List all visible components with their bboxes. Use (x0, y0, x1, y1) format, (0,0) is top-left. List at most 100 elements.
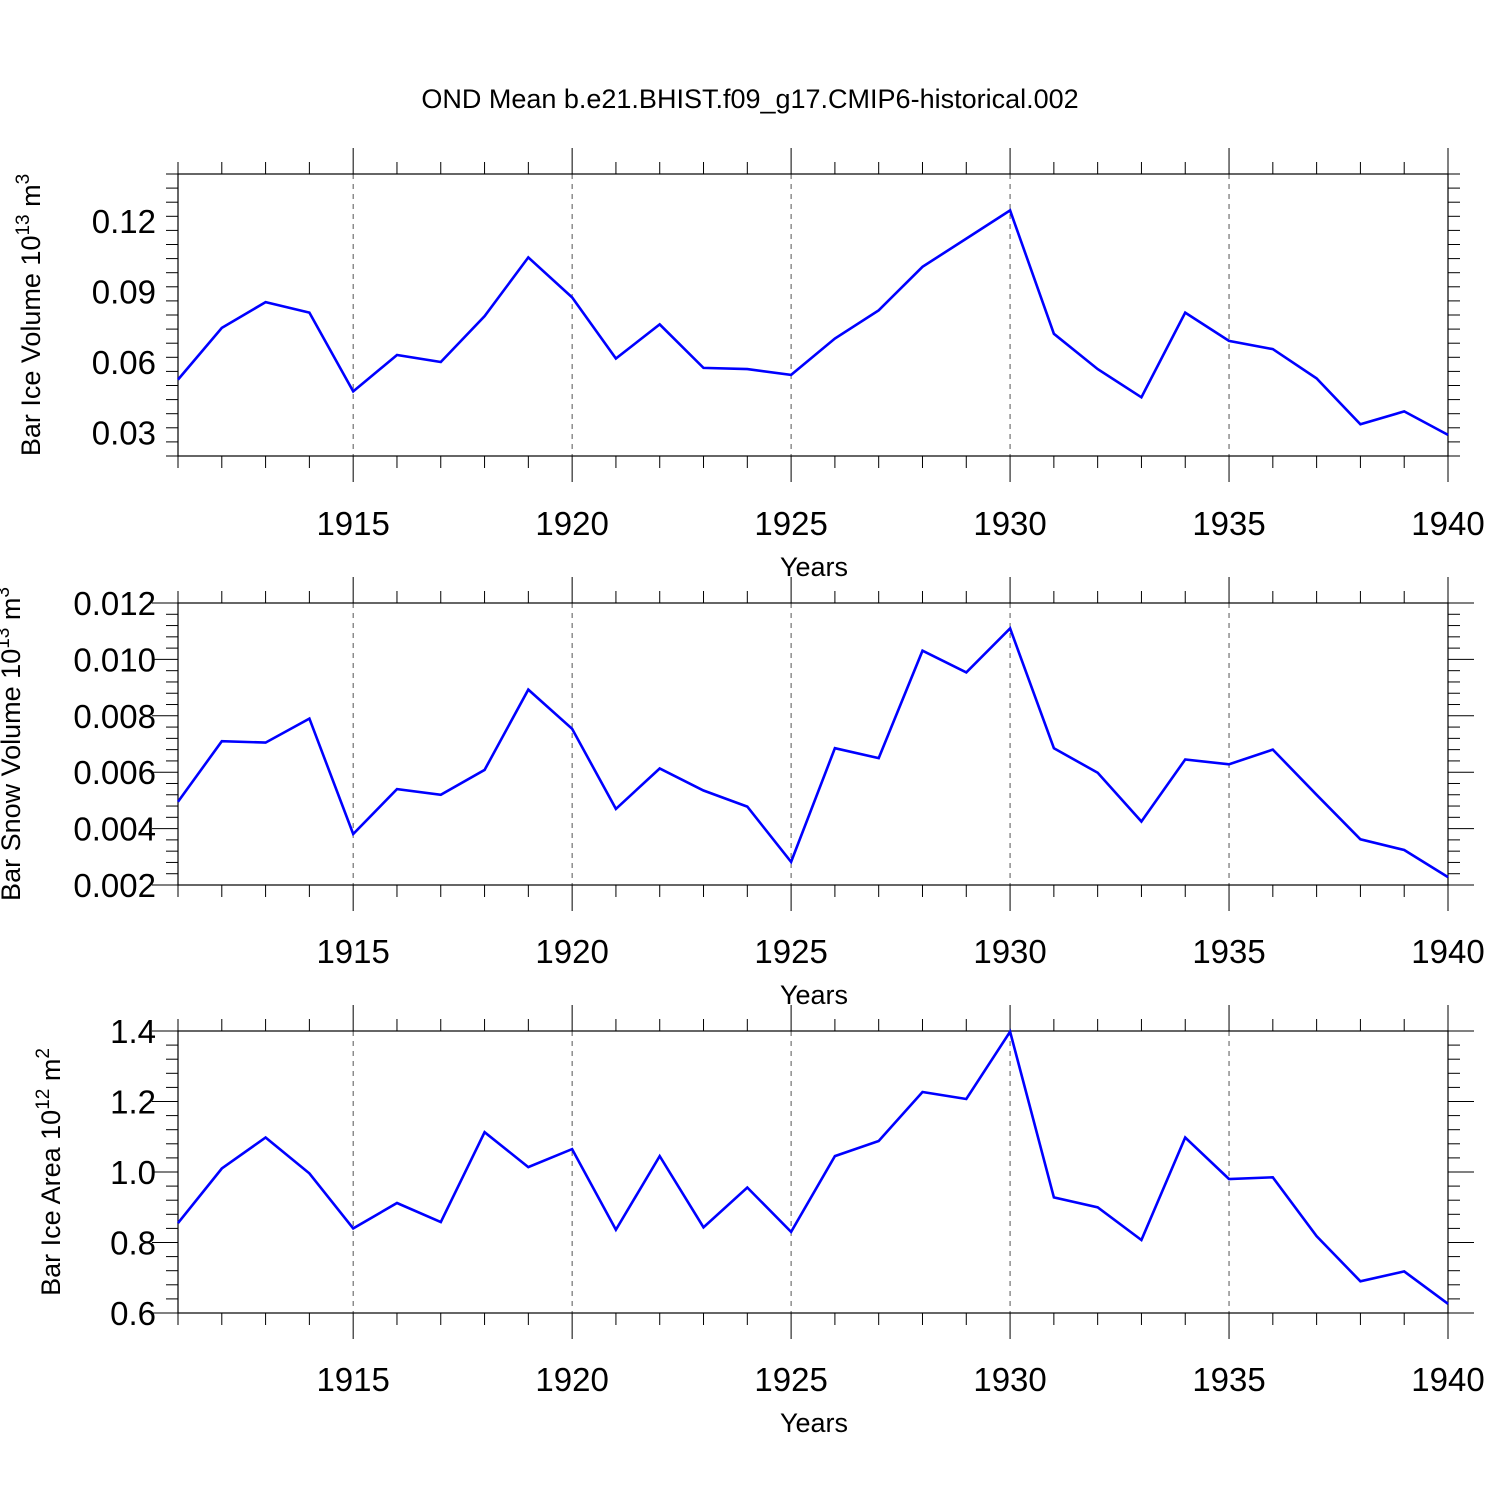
data-point (570, 1147, 574, 1151)
data-point (439, 1220, 443, 1224)
data-point (264, 1135, 268, 1139)
data-point (1183, 1135, 1187, 1139)
y-tick-label: 0.006 (73, 754, 156, 791)
data-point (307, 1171, 311, 1175)
data-point (1315, 793, 1319, 797)
x-tick-label: 1915 (316, 1361, 389, 1398)
data-point (964, 670, 968, 674)
data-point (570, 295, 574, 299)
x-tick-label: 1935 (1192, 1361, 1265, 1398)
y-tick-label: 1.2 (110, 1084, 156, 1121)
x-tick-label: 1935 (1192, 933, 1265, 970)
x-tick-label: 1940 (1411, 1361, 1484, 1398)
data-point (483, 768, 487, 772)
data-point (1446, 433, 1450, 437)
data-point (1358, 422, 1362, 426)
y-tick-label: 0.004 (73, 811, 156, 848)
data-point (658, 1154, 662, 1158)
data-point (614, 807, 618, 811)
data-point (1052, 746, 1056, 750)
data-point (526, 1165, 530, 1169)
data-point (176, 1221, 180, 1225)
data-point (395, 1201, 399, 1205)
data-point (220, 739, 224, 743)
data-point (570, 727, 574, 731)
data-point (877, 308, 881, 312)
x-axis-title: Years (780, 980, 848, 1010)
data-point (658, 767, 662, 771)
y-axis-title: Bar Ice Volume 1013 m3 (13, 174, 46, 456)
data-point (1139, 820, 1143, 824)
x-axis-title: Years (780, 1408, 848, 1438)
data-point (1096, 771, 1100, 775)
data-point (877, 1139, 881, 1143)
data-point (920, 265, 924, 269)
data-point (745, 367, 749, 371)
plot-frame (177, 602, 1449, 886)
series-line (177, 208, 1449, 437)
x-tick-label: 1920 (535, 1361, 608, 1398)
data-point (1315, 1234, 1319, 1238)
y-axis-title: Bar Ice Area 1012 m2 (33, 1048, 66, 1296)
y-tick-label: 1.0 (110, 1154, 156, 1191)
data-point (1183, 758, 1187, 762)
data-point (1227, 339, 1231, 343)
data-point (614, 356, 618, 360)
x-tick-label: 1930 (973, 933, 1046, 970)
data-point (1008, 1030, 1012, 1034)
y-tick-label: 0.06 (92, 344, 156, 381)
data-point (1271, 347, 1275, 351)
data-point (1008, 208, 1012, 212)
data-point (745, 805, 749, 809)
data-point (1271, 748, 1275, 752)
x-tick-label: 1940 (1411, 505, 1484, 542)
data-point (833, 1154, 837, 1158)
chart-panel-3: 1915 1920 1925 1930 1935 1940 0.6 0.8 1.0 1.2 1.4 Y… (33, 1005, 1485, 1438)
data-point (351, 389, 355, 393)
data-point (176, 378, 180, 382)
x-tick-label: 1930 (973, 505, 1046, 542)
data-point (1358, 837, 1362, 841)
data-point (964, 237, 968, 241)
series-line (176, 626, 1449, 879)
chart-title: OND Mean b.e21.BHIST.f09_g17.CMIP6-histo… (421, 84, 1079, 114)
data-point (614, 1228, 618, 1232)
x-axis-title: Years (780, 552, 848, 582)
y-tick-label: 0.6 (110, 1295, 156, 1332)
x-tick-label: 1915 (316, 505, 389, 542)
data-point (220, 1166, 224, 1170)
data-point (702, 789, 706, 793)
data-point (920, 1090, 924, 1094)
data-point (833, 746, 837, 750)
data-point (1227, 762, 1231, 766)
plot-frame (177, 173, 1449, 457)
data-point (789, 373, 793, 377)
x-tick-label: 1915 (316, 933, 389, 970)
y-tick-label: 0.09 (92, 274, 156, 311)
x-tick-label: 1920 (535, 933, 608, 970)
x-tick-label: 1925 (754, 1361, 827, 1398)
data-point (1446, 1302, 1450, 1306)
data-point (1402, 848, 1406, 852)
data-point (1358, 1279, 1362, 1283)
data-point (1402, 1269, 1406, 1273)
data-point (351, 832, 355, 836)
data-point (1052, 1195, 1056, 1199)
data-point (395, 353, 399, 357)
series-line (176, 1028, 1449, 1305)
data-point (307, 311, 311, 315)
data-point (439, 793, 443, 797)
data-point (1008, 626, 1012, 630)
y-tick-label: 0.010 (73, 641, 156, 678)
x-tick-label: 1930 (973, 1361, 1046, 1398)
data-point (702, 1225, 706, 1229)
x-tick-label: 1925 (754, 933, 827, 970)
data-point (351, 1226, 355, 1230)
data-point (220, 326, 224, 330)
plot-frame (177, 1030, 1449, 1314)
y-tick-label: 1.4 (110, 1013, 156, 1050)
data-point (439, 360, 443, 364)
data-point (1227, 1177, 1231, 1181)
y-tick-label: 0.12 (92, 203, 156, 240)
data-point (1402, 409, 1406, 413)
